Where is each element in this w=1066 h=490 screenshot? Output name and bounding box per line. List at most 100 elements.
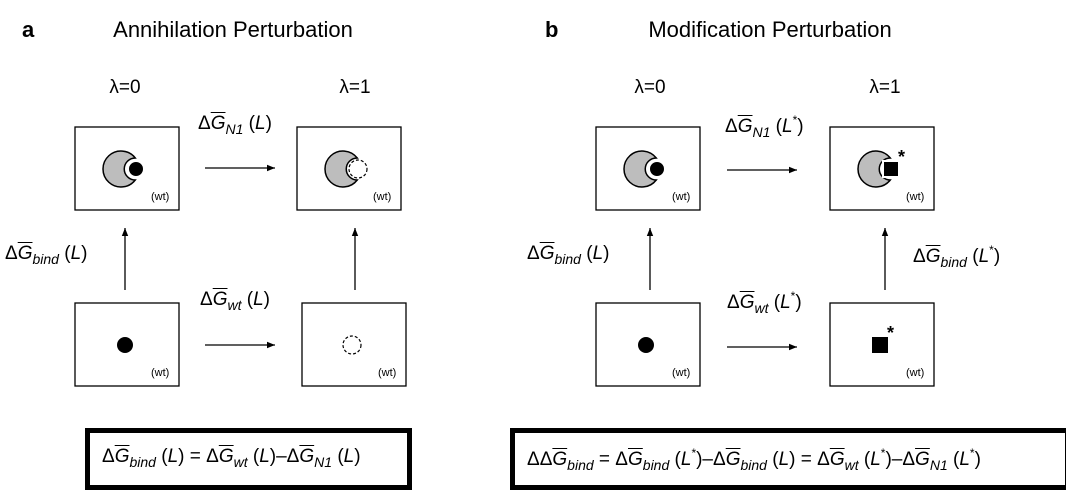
math-piece: )–Δ — [270, 446, 300, 467]
panel-title: Annihilation Perturbation — [113, 19, 353, 41]
math-piece: L — [259, 446, 270, 467]
math-piece: ) — [975, 449, 981, 470]
ligand — [117, 337, 133, 353]
math-piece: ) = Δ — [178, 446, 219, 467]
math-piece: Δ — [725, 116, 738, 137]
math-piece: L — [959, 449, 970, 470]
wt-label: (wt) — [373, 192, 391, 203]
math-piece: bind — [567, 457, 593, 473]
math-piece: ( — [156, 446, 168, 467]
diagram — [0, 0, 1066, 478]
modified-ligand — [872, 337, 888, 353]
math-piece: wt — [234, 454, 248, 470]
math-piece: G — [552, 449, 567, 470]
math-piece: G — [213, 289, 228, 310]
math-piece: L — [168, 446, 179, 467]
math-piece: ) — [266, 113, 272, 134]
lambda-label: λ=1 — [339, 78, 370, 97]
math-piece: ) = Δ — [789, 449, 830, 470]
math-piece: L — [255, 113, 266, 134]
math-piece: N1 — [752, 124, 770, 140]
dummy-ligand — [343, 336, 361, 354]
math-piece: Δ — [913, 246, 926, 267]
math-piece: ΔΔ — [527, 449, 552, 470]
math-piece: ) — [354, 446, 360, 467]
equation: ΔΔGbind = ΔGbind (L*)–ΔGbind (L) = ΔGwt … — [527, 447, 981, 472]
lambda-label: λ=0 — [109, 78, 140, 97]
math-piece: G — [926, 246, 941, 267]
math-piece: ) — [81, 243, 87, 264]
math-piece: ) — [795, 292, 801, 313]
math-piece: Δ — [5, 243, 18, 264]
panel-title: Modification Perturbation — [648, 19, 891, 41]
math-piece: ) — [603, 243, 609, 264]
wt-label: (wt) — [906, 368, 924, 379]
ligand — [649, 161, 665, 177]
math-piece: Δ — [102, 446, 115, 467]
math-piece: L — [253, 289, 264, 310]
math-piece: Δ — [198, 113, 211, 134]
wt-label: (wt) — [672, 368, 690, 379]
math-piece: N1 — [314, 454, 332, 470]
ligand — [638, 337, 654, 353]
asterisk: * — [898, 148, 905, 166]
math-piece: ( — [241, 289, 253, 310]
math-piece: bind — [643, 457, 669, 473]
arrow-label: ΔGN1 (L*) — [725, 114, 804, 139]
math-piece: ) — [264, 289, 270, 310]
math-piece: ( — [669, 449, 681, 470]
math-piece: G — [740, 292, 755, 313]
equation: ΔGbind (L) = ΔGwt (L)–ΔGN1 (L) — [102, 447, 361, 469]
math-piece: Δ — [200, 289, 213, 310]
math-piece: N1 — [225, 121, 243, 137]
panel-letter: a — [22, 19, 34, 41]
math-piece: wt — [754, 300, 768, 316]
math-piece: ( — [767, 449, 779, 470]
asterisk: * — [887, 324, 894, 342]
wt-label: (wt) — [378, 368, 396, 379]
math-piece: bind — [940, 254, 966, 270]
math-piece: L — [780, 292, 791, 313]
equation-box: ΔGbind (L) = ΔGwt (L)–ΔGN1 (L) — [85, 428, 412, 490]
page: (() => { const data = JSON.parse(documen… — [0, 0, 1066, 478]
math-piece: Δ — [527, 243, 540, 264]
math-piece: wt — [845, 457, 859, 473]
arrow-label: ΔGbind (L*) — [913, 244, 1000, 269]
math-piece: L — [681, 449, 692, 470]
math-piece: ( — [967, 246, 979, 267]
arrow-label: ΔGwt (L) — [200, 290, 270, 312]
equation-box: ΔΔGbind = ΔGbind (L*)–ΔGbind (L) = ΔGwt … — [510, 428, 1066, 490]
math-piece: bind — [740, 457, 766, 473]
lambda-label: λ=0 — [634, 78, 665, 97]
math-piece: L — [782, 116, 793, 137]
math-piece: G — [540, 243, 555, 264]
math-piece: G — [915, 449, 930, 470]
math-piece: bind — [129, 454, 155, 470]
arrow-label: ΔGbind (L) — [527, 244, 609, 266]
math-piece: L — [593, 243, 604, 264]
math-piece: G — [211, 113, 226, 134]
math-piece: ( — [59, 243, 71, 264]
math-piece: ) — [994, 246, 1000, 267]
panel-letter: b — [545, 19, 558, 41]
arrow-label: ΔGN1 (L) — [198, 114, 272, 136]
math-piece: G — [830, 449, 845, 470]
math-piece: G — [628, 449, 643, 470]
math-piece: L — [979, 246, 990, 267]
math-piece: bind — [32, 251, 58, 267]
math-piece: G — [18, 243, 33, 264]
wt-label: (wt) — [906, 192, 924, 203]
wt-label: (wt) — [672, 192, 690, 203]
arrow-label: ΔGbind (L) — [5, 244, 87, 266]
wt-label: (wt) — [151, 192, 169, 203]
math-piece: ( — [859, 449, 871, 470]
math-piece: L — [71, 243, 82, 264]
lambda-label: λ=1 — [869, 78, 900, 97]
math-piece: ( — [332, 446, 344, 467]
math-piece: ) — [797, 116, 803, 137]
arrow-label: ΔGwt (L*) — [727, 290, 802, 315]
math-piece: G — [115, 446, 130, 467]
math-piece: wt — [227, 297, 241, 313]
math-piece: G — [738, 116, 753, 137]
math-piece: )–Δ — [696, 449, 726, 470]
